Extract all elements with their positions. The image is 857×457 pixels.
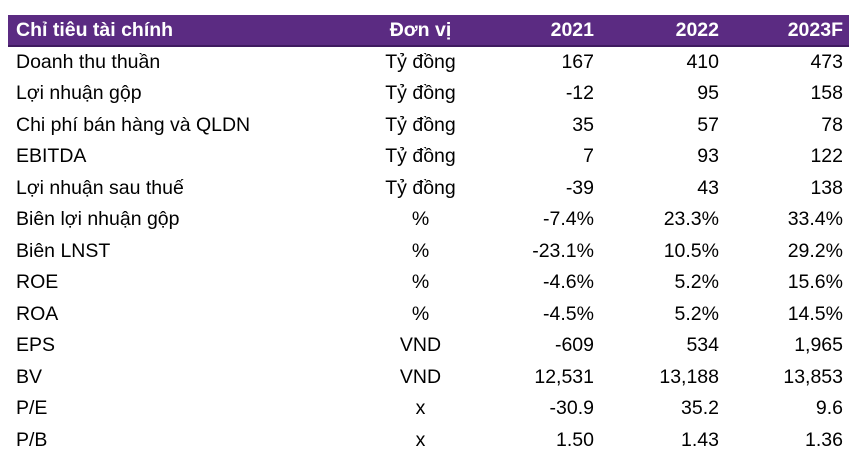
value-2023f: 14.5%	[787, 302, 843, 325]
value-2021: 7	[583, 145, 594, 168]
value-2023f: 78	[821, 113, 843, 136]
table-row: Lợi nhuận sau thuế Tỷ đồng -39 43 138	[8, 173, 849, 205]
value-2022: 10.5%	[663, 239, 719, 262]
row-label: ROE	[16, 271, 59, 294]
row-unit: VND	[399, 365, 442, 388]
row-unit: Tỷ đồng	[385, 176, 456, 199]
value-2021: 12,531	[534, 365, 594, 388]
value-2022: 410	[686, 50, 719, 73]
table-row: Biên lợi nhuận gộp% -7.4% 23.3% 33.4%	[8, 205, 849, 237]
value-2021: -23.1%	[532, 239, 594, 262]
row-label: ROA	[16, 302, 59, 325]
table-body: Doanh thu thuần Tỷ đồng 167 410 473 Lợi nhuận…	[8, 47, 849, 457]
value-2023f: 158	[810, 82, 843, 105]
value-2023f: 1.36	[805, 428, 843, 451]
value-2022: 43	[697, 176, 719, 199]
value-2022: 5.2%	[674, 271, 719, 294]
value-2023f: 13,853	[783, 365, 843, 388]
row-label: EBITDA	[16, 145, 87, 168]
row-unit: Tỷ đồng	[385, 145, 456, 168]
row-unit: Tỷ đồng	[385, 50, 456, 73]
header-2023f: 2023F	[787, 18, 843, 41]
value-2023f: 15.6%	[787, 271, 843, 294]
row-unit: Tỷ đồng	[385, 82, 456, 105]
row-unit: x	[415, 428, 426, 451]
value-2022: 23.3%	[663, 208, 719, 231]
value-2021: -4.5%	[543, 302, 594, 325]
row-label: Lợi nhuận sau thuế	[16, 176, 184, 199]
value-2021: 1.50	[556, 428, 594, 451]
value-2021: -609	[554, 334, 594, 357]
table-row: P/B x 1.50 1.43 1.36	[8, 425, 849, 457]
value-2022: 93	[697, 145, 719, 168]
value-2021: -7.4%	[543, 208, 594, 231]
value-2022: 13,188	[659, 365, 719, 388]
value-2021: 167	[561, 50, 594, 73]
row-unit: %	[411, 239, 430, 262]
value-2022: 95	[697, 82, 719, 105]
value-2021: -30.9	[549, 397, 594, 420]
row-label: Biên lợi nhuận gộp	[16, 208, 180, 231]
header-unit: Đơn vị	[389, 18, 452, 41]
value-2022: 1.43	[681, 428, 719, 451]
row-label: Doanh thu thuần	[16, 50, 161, 73]
table-row: Chi phí bán hàng và QLDN Tỷ đồng 35 57 78	[8, 110, 849, 142]
row-unit: VND	[399, 334, 442, 357]
row-label: Lợi nhuận gộp	[16, 82, 142, 105]
value-2023f: 122	[810, 145, 843, 168]
row-unit: %	[411, 302, 430, 325]
value-2023f: 473	[810, 50, 843, 73]
table-row: Doanh thu thuần Tỷ đồng 167 410 473	[8, 47, 849, 79]
table-row: ROA% -4.5% 5.2% 14.5%	[8, 299, 849, 331]
row-unit: %	[411, 271, 430, 294]
table-row: Biên LNST% -23.1% 10.5% 29.2%	[8, 236, 849, 268]
value-2022: 534	[686, 334, 719, 357]
row-unit: Tỷ đồng	[385, 113, 456, 136]
value-2021: -12	[565, 82, 594, 105]
table-row: EBITDA Tỷ đồng 7 93 122	[8, 142, 849, 174]
row-label: Chi phí bán hàng và QLDN	[16, 113, 251, 136]
value-2023f: 29.2%	[787, 239, 843, 262]
value-2023f: 9.6	[815, 397, 843, 420]
table-row: P/E x -30.9 35.2 9.6	[8, 394, 849, 426]
value-2022: 57	[697, 113, 719, 136]
table-header: Chỉ tiêu tài chính Đơn vị 2021 2022 2023…	[8, 15, 849, 47]
value-2022: 5.2%	[674, 302, 719, 325]
value-2022: 35.2	[681, 397, 719, 420]
row-label: EPS	[16, 334, 56, 357]
row-label: P/E	[16, 397, 48, 420]
value-2023f: 1,965	[794, 334, 843, 357]
financial-table: Chỉ tiêu tài chính Đơn vị 2021 2022 2023…	[8, 15, 849, 457]
value-2021: -4.6%	[543, 271, 594, 294]
row-unit: %	[411, 208, 430, 231]
row-label: BV	[16, 365, 43, 388]
table-row: BV VND 12,531 13,188 13,853	[8, 362, 849, 394]
value-2023f: 138	[810, 176, 843, 199]
value-2021: -39	[565, 176, 594, 199]
header-2022: 2022	[675, 18, 719, 41]
table-row: Lợi nhuận gộp Tỷ đồng -12 95 158	[8, 79, 849, 111]
table-row: ROE% -4.6% 5.2% 15.6%	[8, 268, 849, 300]
table-row: EPS VND -609 534 1,965	[8, 331, 849, 363]
row-label: Biên LNST	[16, 239, 111, 262]
row-unit: x	[415, 397, 426, 420]
header-indicator: Chỉ tiêu tài chính	[16, 18, 174, 41]
value-2021: 35	[572, 113, 594, 136]
value-2023f: 33.4%	[787, 208, 843, 231]
row-label: P/B	[16, 428, 48, 451]
header-2021: 2021	[550, 18, 594, 41]
